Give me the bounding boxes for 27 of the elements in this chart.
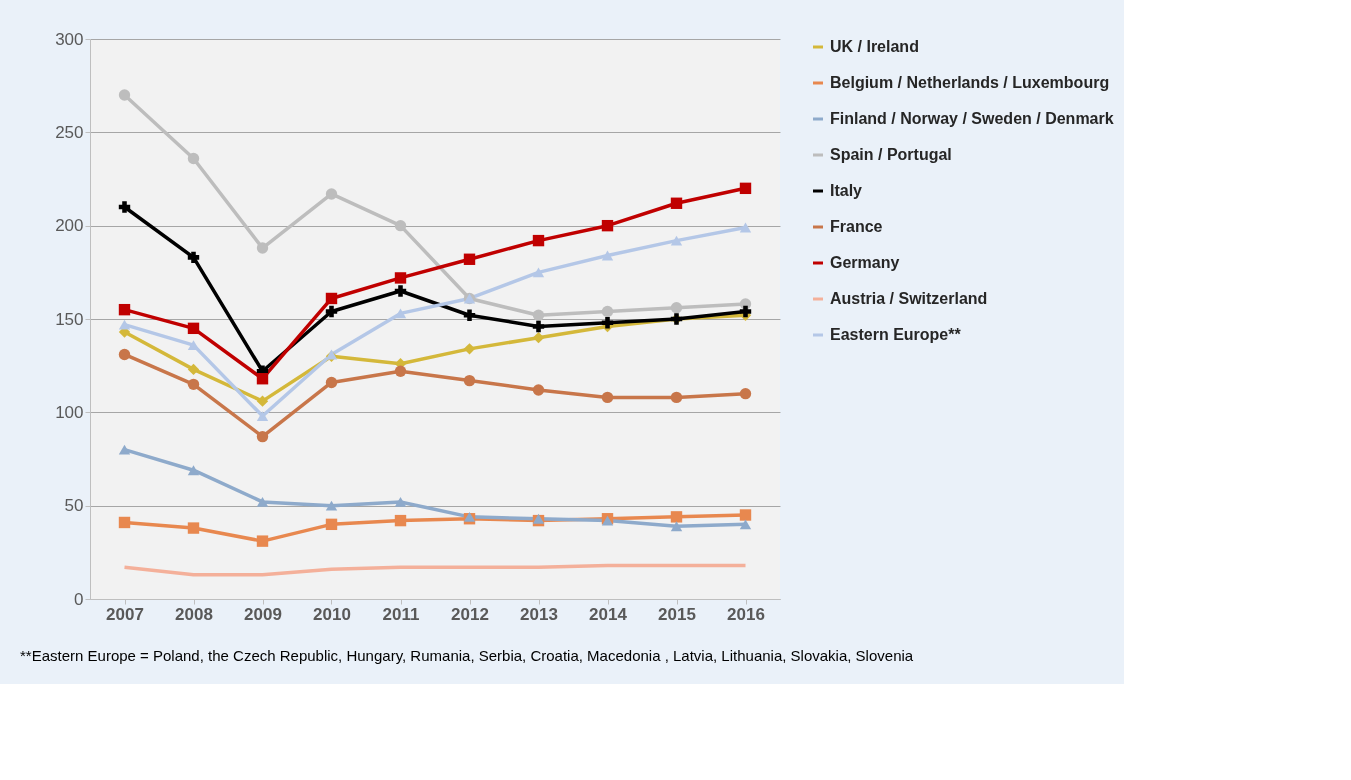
text: **Eastern Europe = Poland, the Czech Republic, Hungary, Rumania, Serbia, Croatia, Macedonia , Latvia, Lithuania, Slovakia, Slovenia xyxy=(20,647,914,664)
x-tick-label: 2011 xyxy=(382,604,420,624)
y-tick-label: 0 xyxy=(74,589,84,609)
x-tick-label: 2008 xyxy=(175,604,213,624)
x-tick-label: 2015 xyxy=(658,604,696,624)
legend-label: Germany xyxy=(830,254,900,271)
legend-label: UK / Ireland xyxy=(830,38,919,55)
y-tick-label: 150 xyxy=(55,309,84,329)
x-tick-label: 2013 xyxy=(520,604,558,624)
legend-label: France xyxy=(830,218,883,235)
legend-label: Belgium / Netherlands / Luxembourg xyxy=(830,74,1110,91)
x-tick-label: 2007 xyxy=(106,604,144,624)
y-tick-label: 100 xyxy=(55,402,84,422)
y-tick-label: 250 xyxy=(55,122,84,142)
x-tick-label: 2014 xyxy=(589,604,628,624)
legend-label: Spain / Portugal xyxy=(830,146,952,163)
x-tick-label: 2016 xyxy=(727,604,765,624)
x-tick-label: 2009 xyxy=(244,604,282,624)
legend-label: Finland / Norway / Sweden / Denmark xyxy=(830,110,1114,127)
x-tick-label: 2010 xyxy=(313,604,351,624)
x-tick-label: 2012 xyxy=(451,604,489,624)
y-tick-label: 50 xyxy=(64,496,84,516)
y-tick-label: 300 xyxy=(55,29,84,49)
y-tick-label: 200 xyxy=(55,216,84,236)
legend-label: Austria / Switzerland xyxy=(830,290,988,307)
legend-label: Italy xyxy=(830,182,863,199)
legend-label: Eastern Europe** xyxy=(830,326,962,343)
